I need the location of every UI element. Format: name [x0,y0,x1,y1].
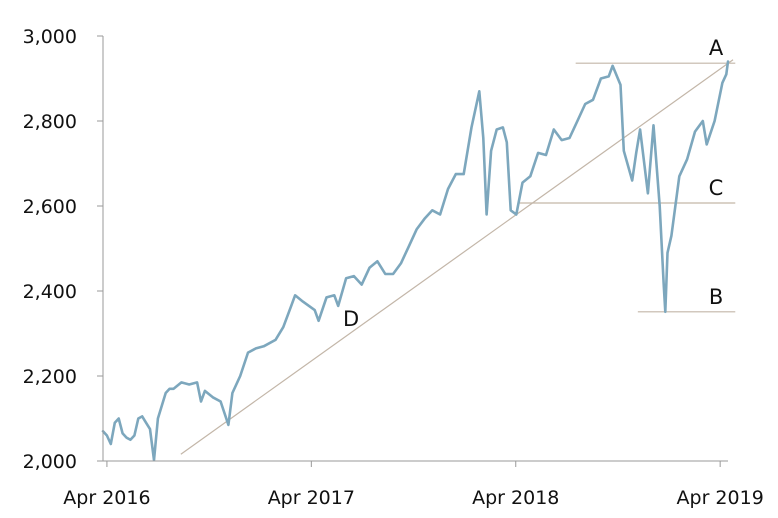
series-layer [101,60,730,462]
trend-line-d [180,59,734,455]
annotation-label-a: A [709,36,724,60]
y-tick-label: 2,800 [23,111,77,133]
y-tick-label: 3,000 [23,26,77,48]
annotation-labels: A B C D [343,36,724,331]
annotation-label-d: D [343,307,359,331]
series-line [101,60,730,462]
x-tick-label: Apr 2019 [677,487,764,509]
annotation-label-c: C [709,176,724,200]
x-tick-label: Apr 2018 [472,487,559,509]
y-tick-label: 2,600 [23,196,77,218]
y-tick-label: 2,400 [23,281,77,303]
annotation-label-b: B [709,285,723,309]
reference-lines [180,59,736,455]
x-tick-label: Apr 2016 [63,487,150,509]
axes: 2,000 2,200 2,400 2,600 2,800 3,000 Apr 2016 Ap… [23,26,764,509]
y-tick-label: 2,000 [23,451,77,473]
y-tick-label: 2,200 [23,366,77,388]
x-tick-label: Apr 2017 [268,487,355,509]
